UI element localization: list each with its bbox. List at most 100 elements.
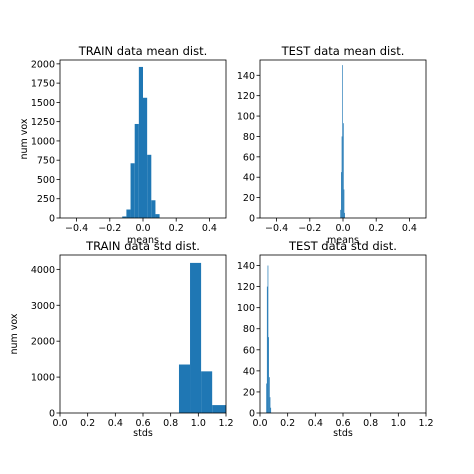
y-tick-label: 4000 (31, 265, 55, 276)
histogram-bars (340, 65, 345, 218)
x-tick-label: −0.2 (98, 223, 121, 234)
histogram-bar (212, 405, 226, 413)
histogram-bar (122, 216, 127, 218)
y-tick-label: 120 (237, 282, 255, 293)
y-tick-label: 1750 (31, 79, 55, 90)
x-tick-label: 0.4 (308, 418, 323, 429)
histogram-bar (130, 163, 135, 218)
subplot-test-std: TEST data std dist. stds 0.0 0.2 0.4 0.6 0.8… (237, 239, 434, 439)
x-tick-label: 0.6 (135, 418, 150, 429)
subplot-title: TRAIN data mean dist. (78, 44, 208, 58)
x-tick-label: 0.8 (363, 418, 378, 429)
histogram-bars (178, 262, 226, 413)
x-axis-label: means (127, 235, 159, 246)
x-tick-label: 0.4 (202, 223, 217, 234)
histogram-bar (151, 200, 156, 218)
x-tick-label: 0.2 (169, 223, 184, 234)
histogram-bar (270, 407, 272, 413)
y-tick-label: 2000 (31, 337, 55, 348)
x-tick-label: 0.0 (335, 223, 350, 234)
histogram-bar (134, 123, 139, 218)
subplot-title: TEST data std dist. (288, 239, 397, 253)
histogram-bar (201, 371, 213, 413)
histogram-bar (343, 123, 344, 218)
y-tick-label: 40 (243, 366, 255, 377)
x-tick-label: 0.8 (163, 418, 178, 429)
histogram-bar (340, 209, 341, 218)
histogram-bar (266, 286, 268, 413)
y-tick-label: 1250 (31, 117, 55, 128)
x-tick-label: 0.2 (80, 418, 95, 429)
histogram-bar (138, 66, 143, 218)
x-tick-label: −0.4 (265, 223, 288, 234)
y-tick-label: 0 (249, 409, 255, 420)
subplot-test-mean: TEST data mean dist. means −0.4 −0.2 0.0 0.… (237, 44, 427, 246)
histogram-bars (266, 265, 272, 413)
x-tick-label: 0.0 (135, 223, 150, 234)
y-tick-label: 2000 (31, 59, 55, 70)
y-tick-label: 250 (37, 194, 55, 205)
y-tick-label: 140 (237, 261, 255, 272)
x-tick-label: 0.0 (252, 418, 267, 429)
x-tick-label: 0.2 (280, 418, 295, 429)
histogram-bar (268, 337, 269, 413)
y-tick-label: 0 (49, 409, 55, 420)
y-tick-label: 140 (237, 71, 255, 82)
histogram-bars (122, 66, 160, 218)
histogram-bar (343, 189, 345, 218)
x-tick-label: 1.0 (391, 418, 406, 429)
histogram-bar (155, 214, 160, 218)
y-tick-label: 40 (243, 173, 255, 184)
histogram-bar (341, 136, 343, 218)
x-tick-label: 1.2 (218, 418, 233, 429)
subplot-train-std: TRAIN data std dist. stds num vox 0.0 0.2… (9, 239, 234, 439)
y-tick-label: 1000 (31, 373, 55, 384)
x-tick-label: 0.2 (369, 223, 384, 234)
x-tick-label: 1.2 (418, 418, 433, 429)
histogram-bar (178, 364, 191, 413)
y-axis-label: num vox (19, 118, 30, 159)
y-tick-label: 0 (249, 214, 255, 225)
histogram-bar (269, 397, 271, 413)
histogram-bar (267, 265, 269, 413)
subplot-train-mean: TRAIN data mean dist. means num vox −0.4… (19, 44, 227, 246)
histogram-bar (266, 383, 267, 413)
y-tick-label: 1000 (31, 136, 55, 147)
subplot-title: TRAIN data std dist. (85, 239, 200, 253)
y-tick-label: 0 (49, 214, 55, 225)
x-axis-label: stds (133, 428, 153, 439)
y-axis-label: num vox (9, 313, 20, 354)
y-tick-label: 3000 (31, 301, 55, 312)
histogram-bar (126, 209, 131, 218)
subplot-title: TEST data mean dist. (281, 44, 405, 58)
histogram-bar (147, 154, 152, 218)
y-tick-label: 80 (243, 132, 255, 143)
y-tick-label: 750 (37, 156, 55, 167)
histogram-bar (341, 172, 342, 218)
histogram-bar (268, 377, 270, 413)
x-tick-label: 0.4 (108, 418, 123, 429)
y-tick-label: 60 (243, 152, 255, 163)
histogram-bar (342, 65, 343, 218)
x-axis-label: stds (333, 428, 353, 439)
y-tick-label: 100 (237, 112, 255, 123)
x-tick-label: 0.4 (402, 223, 417, 234)
y-tick-label: 100 (237, 303, 255, 314)
histogram-bar (190, 262, 202, 413)
x-tick-label: 1.0 (191, 418, 206, 429)
y-tick-label: 20 (243, 193, 255, 204)
histogram-bar (344, 212, 345, 218)
x-tick-label: −0.4 (65, 223, 88, 234)
histogram-bar (143, 97, 148, 218)
x-tick-label: 0.0 (52, 418, 67, 429)
x-tick-label: 0.6 (335, 418, 350, 429)
y-tick-label: 1500 (31, 98, 55, 109)
y-tick-label: 500 (37, 175, 55, 186)
y-tick-label: 60 (243, 345, 255, 356)
x-axis-label: means (327, 235, 359, 246)
y-tick-label: 80 (243, 324, 255, 335)
y-tick-label: 20 (243, 387, 255, 398)
x-tick-label: −0.2 (298, 223, 321, 234)
y-tick-label: 120 (237, 91, 255, 102)
